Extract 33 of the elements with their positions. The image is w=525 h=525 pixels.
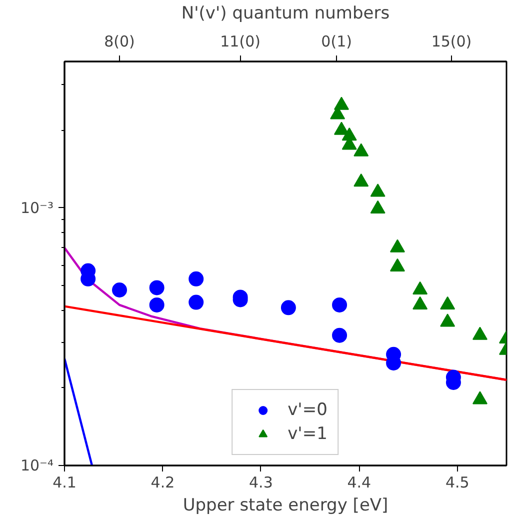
point xyxy=(370,184,386,197)
x-tick-label: 4.1 xyxy=(52,474,76,492)
point xyxy=(332,297,348,312)
point xyxy=(334,122,349,135)
point xyxy=(149,297,164,312)
point xyxy=(390,239,405,252)
annotation: 11(0) xyxy=(220,32,260,50)
annotation: 8(0) xyxy=(104,32,135,50)
point xyxy=(332,328,348,343)
x-tick-label: 4.3 xyxy=(249,474,273,492)
point xyxy=(188,271,204,286)
x-tick-label: 4.4 xyxy=(347,474,372,492)
y-tick-label: 10⁻⁴ xyxy=(20,456,54,474)
point xyxy=(280,300,296,316)
point xyxy=(390,258,405,272)
point xyxy=(412,281,428,295)
legend-label: v'=0 xyxy=(288,400,328,420)
legend-label: v'=1 xyxy=(288,424,328,444)
point xyxy=(188,294,204,310)
x-tick-label: 4.2 xyxy=(150,474,175,492)
point xyxy=(112,282,128,298)
x2-axis-title: N'(v') quantum numbers xyxy=(181,4,390,24)
point xyxy=(149,280,164,296)
point xyxy=(342,127,357,141)
y-tick-label: 10⁻³ xyxy=(20,198,54,217)
point xyxy=(354,143,369,156)
point xyxy=(334,96,349,110)
point xyxy=(354,173,369,187)
x-tick-label: 4.5 xyxy=(445,474,470,492)
x-axis-title: Upper state energy [eV] xyxy=(182,496,388,516)
annotation: 15(0) xyxy=(431,32,472,50)
point xyxy=(370,200,386,214)
annotation: 0(1) xyxy=(321,32,352,50)
